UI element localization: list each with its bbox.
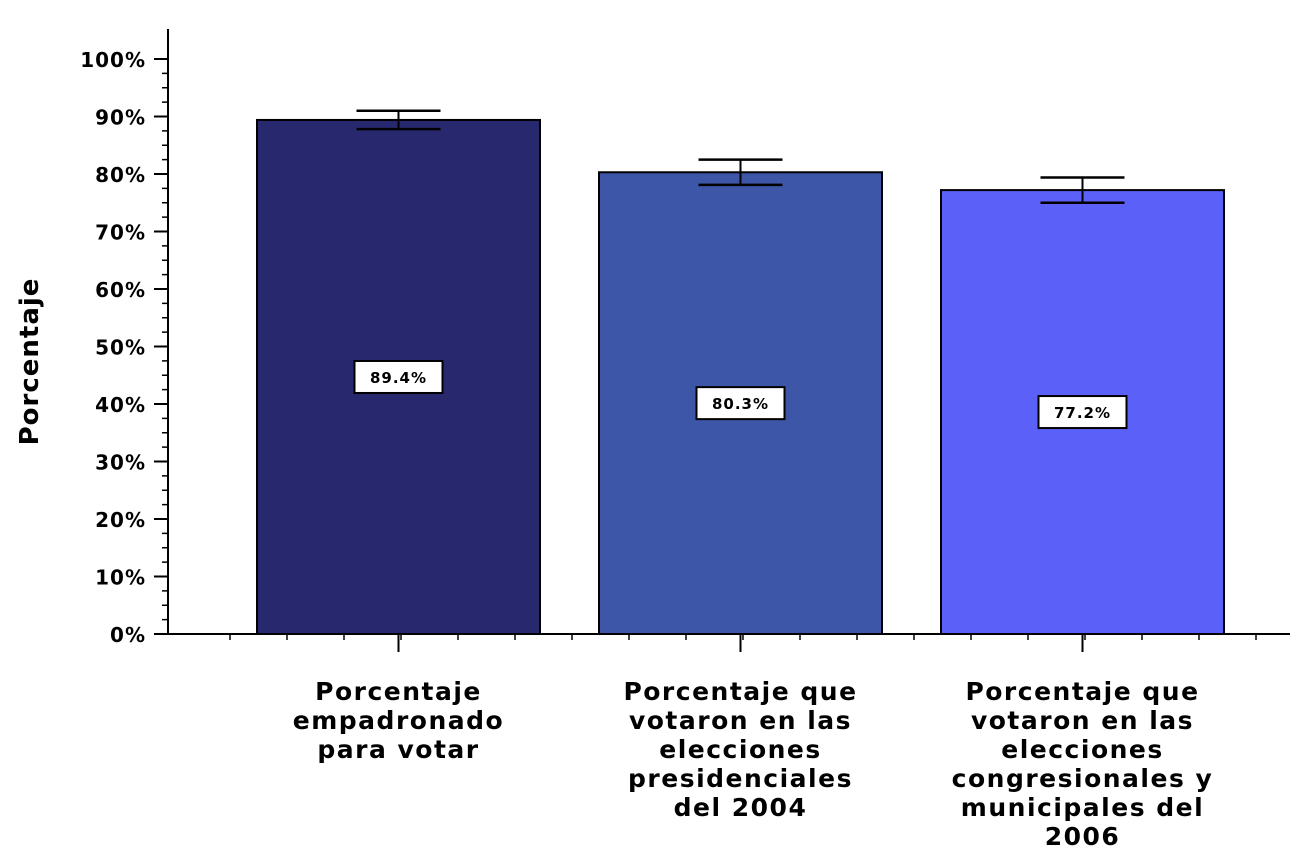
y-tick-label: 50% <box>95 336 146 360</box>
category-label-line: 2006 <box>1045 822 1121 849</box>
data-label: 80.3% <box>712 395 769 413</box>
y-tick-label: 90% <box>95 106 146 130</box>
data-label-box <box>353 359 444 394</box>
y-tick-label: 100% <box>80 48 146 72</box>
category-label-line: del 2004 <box>674 793 808 822</box>
category-label-line: elecciones <box>659 735 822 764</box>
category-label-line: Porcentaje que <box>623 677 857 706</box>
category-label-line: elecciones <box>1001 735 1164 764</box>
category-label-line: Porcentaje <box>315 677 482 706</box>
y-tick-label: 10% <box>95 566 146 590</box>
category-label-line: presidenciales <box>628 764 853 793</box>
y-tick-label: 20% <box>95 508 146 532</box>
y-axis-label: Porcentaje <box>15 278 45 446</box>
category-label-line: congresionales y <box>952 764 1214 793</box>
y-tick-label: 80% <box>95 163 146 187</box>
category-label-line: votaron en las <box>971 706 1194 735</box>
category-label-line: para votar <box>317 735 479 764</box>
category-label-line: Porcentaje que <box>965 677 1199 706</box>
data-label-box <box>695 386 786 421</box>
y-tick-label: 60% <box>95 278 146 302</box>
y-tick-label: 0% <box>110 623 146 647</box>
category-label-line: empadronado <box>293 706 504 735</box>
data-label-box <box>1037 395 1128 430</box>
y-tick-label: 40% <box>95 393 146 417</box>
data-label: 77.2% <box>1054 404 1111 422</box>
category-label-line: votaron en las <box>629 706 852 735</box>
category-label-line: municipales del <box>961 793 1204 822</box>
data-label: 89.4% <box>370 369 427 387</box>
y-tick-label: 30% <box>95 451 146 475</box>
y-tick-label: 70% <box>95 221 146 245</box>
